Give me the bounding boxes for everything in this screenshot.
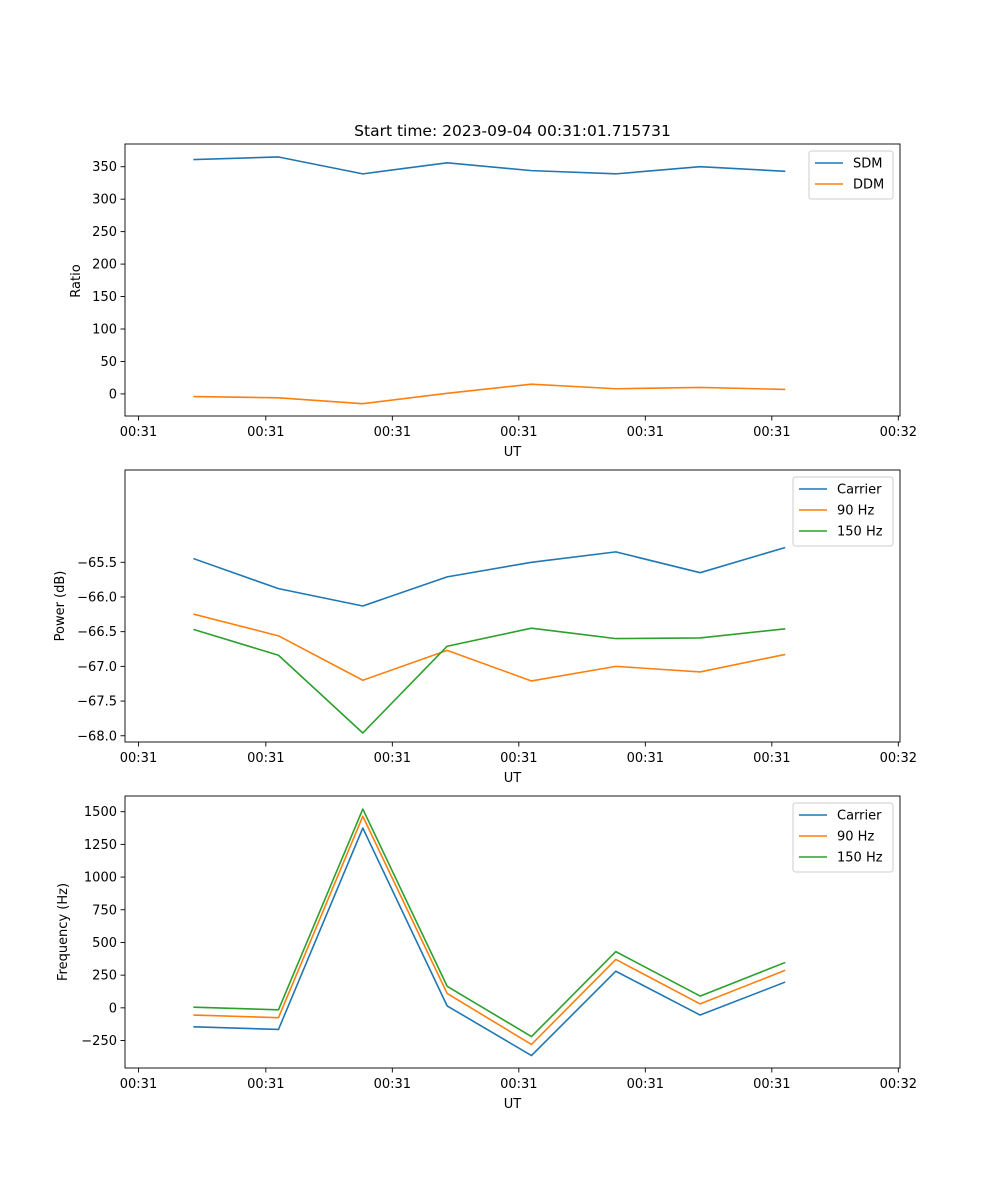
legend-box [792,802,894,873]
legend-label: 150 Hz [837,525,883,540]
series-line-90-hz [193,815,786,1046]
x-axis-label: UT [504,445,522,460]
y-axis-label: Power (dB) [53,571,68,642]
x-tick-label: 00:31 [500,425,537,440]
y-tick-label: 50 [100,355,117,370]
x-tick-label: 00:31 [627,751,664,766]
x-tick-label: 00:31 [627,425,664,440]
y-tick-label: 0 [109,387,117,402]
y-axis-label: Frequency (Hz) [56,883,71,981]
x-tick-label: 00:31 [374,425,411,440]
legend-label: 90 Hz [837,830,874,845]
x-axis-label: UT [504,771,522,786]
y-tick-label: 750 [92,903,117,918]
series-line-90-hz [193,613,786,682]
x-tick-label: 00:32 [880,751,917,766]
frequency-panel: UT Frequency (Hz) 00:31 00:31 00:31 00:31 00… [56,795,917,1112]
series-line-carrier [193,546,786,607]
x-tick-label: 00:31 [753,1077,790,1092]
x-tick-label: 00:31 [500,1077,537,1092]
plot-frame [124,469,901,743]
x-tick-label: 00:31 [247,1077,284,1092]
x-tick-label: 00:31 [627,1077,664,1092]
plot-frame [124,795,901,1069]
y-tick-label: −250 [81,1034,117,1049]
x-tick-label: 00:31 [500,751,537,766]
legend-label: 90 Hz [837,504,874,519]
y-tick-label: 0 [109,1001,117,1016]
series-line-sdm [193,156,786,175]
y-tick-label: 200 [92,258,117,273]
x-tick-label: 00:31 [120,751,157,766]
y-tick-label: −66.0 [77,590,117,605]
x-tick-label: 00:31 [120,1077,157,1092]
y-tick-label: −67.5 [77,695,117,710]
y-tick-label: 350 [92,160,117,175]
legend-label: Carrier [837,483,882,498]
x-tick-label: 00:31 [374,751,411,766]
y-tick-label: 1250 [84,838,117,853]
y-tick-label: −67.0 [77,660,117,675]
y-tick-label: −66.5 [77,625,117,640]
y-tick-label: 500 [92,936,117,951]
ratio-panel: Start time: 2023-09-04 00:31:01.715731 U… [69,122,917,460]
legend-box [792,476,894,547]
y-tick-label: −65.5 [77,556,117,571]
x-axis-label: UT [504,1097,522,1112]
x-tick-label: 00:31 [120,425,157,440]
legend-label: Carrier [837,809,882,824]
x-tick-label: 00:31 [374,1077,411,1092]
legend-label: SDM [853,157,882,172]
series-line-ddm [193,383,786,405]
x-tick-label: 00:32 [880,1077,917,1092]
y-tick-label: 1000 [84,871,117,886]
x-tick-label: 00:31 [753,425,790,440]
series-line-150-hz [193,808,786,1038]
x-tick-label: 00:32 [880,425,917,440]
y-tick-label: 300 [92,193,117,208]
y-tick-label: 150 [92,290,117,305]
series-line-carrier [193,827,786,1057]
legend-label: 150 Hz [837,851,883,866]
y-tick-label: 100 [92,323,117,338]
plot-frame [124,143,901,417]
y-tick-label: 250 [92,969,117,984]
y-tick-label: 1500 [84,805,117,820]
y-tick-label: −68.0 [77,729,117,744]
legend-label: DDM [853,178,884,193]
chart-title: Start time: 2023-09-04 00:31:01.715731 [354,122,671,140]
series-line-150-hz [193,627,786,734]
power-panel: UT Power (dB) 00:31 00:31 00:31 00:31 00:31 0… [53,469,917,786]
x-tick-label: 00:31 [247,425,284,440]
x-tick-label: 00:31 [753,751,790,766]
y-axis-label: Ratio [69,264,84,297]
x-tick-label: 00:31 [247,751,284,766]
y-tick-label: 250 [92,225,117,240]
